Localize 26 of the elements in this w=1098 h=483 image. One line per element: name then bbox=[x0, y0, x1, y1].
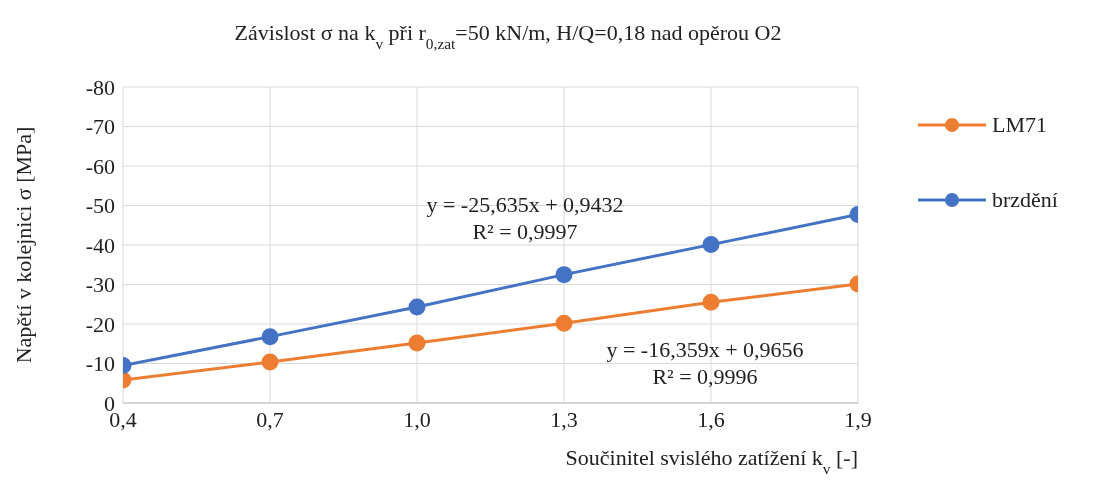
y-tick-label: -70 bbox=[85, 114, 115, 140]
y-tick-label: -20 bbox=[85, 311, 115, 337]
x-tick-label: 1,9 bbox=[844, 406, 872, 432]
chart-title: Závislost σ na k$_{v}$ při r$_{0,zat}$=50 kN/m, H/Q=0,18 nad opěrou O2 bbox=[234, 20, 782, 52]
x-tick-label: 1,6 bbox=[697, 406, 725, 432]
x-axis-title: Součinitel svislého zatížení k$_{v}$ [-] bbox=[565, 445, 858, 477]
legend-label: LM71 bbox=[992, 110, 1047, 139]
y-tick-label: -30 bbox=[85, 272, 115, 298]
x-tick-label: 0,7 bbox=[256, 406, 284, 432]
y-tick-label: -60 bbox=[85, 153, 115, 179]
legend-label: brzdění bbox=[992, 185, 1058, 214]
annotation: y = -16,359x + 0,9656 bbox=[606, 337, 804, 363]
x-tick-label: 1,0 bbox=[403, 406, 431, 432]
annotation: R² = 0,9997 bbox=[472, 219, 578, 245]
y-tick-label: -40 bbox=[85, 232, 115, 258]
y-tick-label: -10 bbox=[85, 351, 115, 377]
point bbox=[555, 266, 573, 284]
annotation: y = -25,635x + 0,9432 bbox=[426, 192, 624, 218]
y-axis-title: Napětí v kolejnici σ [MPa] bbox=[10, 126, 36, 364]
point bbox=[408, 334, 426, 352]
point bbox=[408, 298, 426, 316]
y-tick-label: -80 bbox=[85, 74, 115, 100]
point bbox=[555, 314, 573, 332]
x-tick-label: 1,3 bbox=[550, 406, 578, 432]
annotation: R² = 0,9996 bbox=[652, 364, 758, 390]
y-tick-label: -50 bbox=[85, 193, 115, 219]
